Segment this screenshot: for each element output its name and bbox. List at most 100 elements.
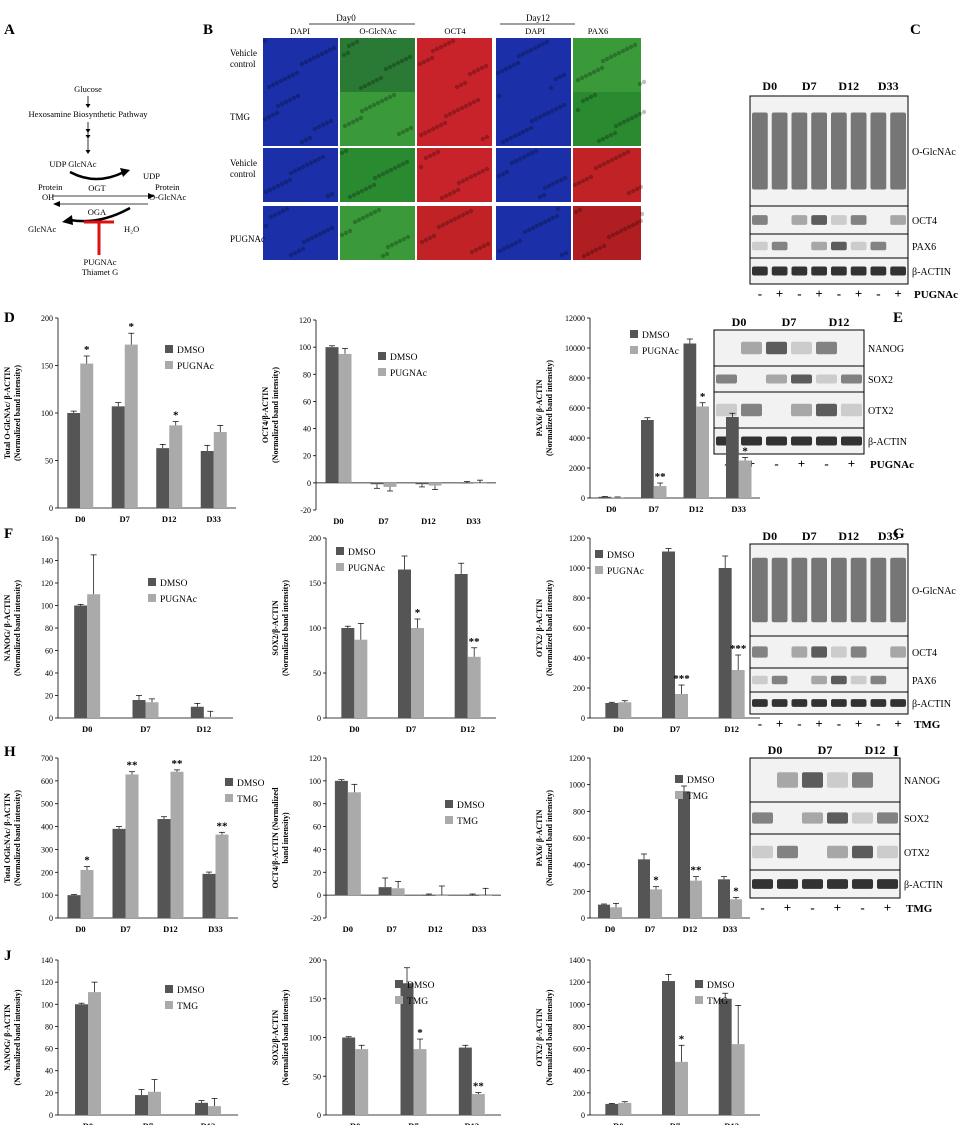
significance-marker: ** xyxy=(469,636,481,648)
cell-texture xyxy=(447,191,453,197)
blot-band xyxy=(771,675,788,685)
x-tick-label: D12 xyxy=(162,514,177,524)
cell-texture xyxy=(276,210,282,216)
bar-dmso xyxy=(683,343,697,498)
cell-texture xyxy=(339,232,345,238)
y-axis-label: band intensity) xyxy=(281,812,290,864)
blot-band xyxy=(816,374,837,384)
bar-dmso xyxy=(400,983,414,1115)
legend-swatch xyxy=(445,800,453,808)
cell-texture xyxy=(559,252,565,258)
blot-sign: - xyxy=(797,286,801,301)
blot-band xyxy=(752,266,768,276)
bar-tmg xyxy=(731,1044,745,1115)
y-axis-label: (Normalized band intensity) xyxy=(545,360,554,456)
blot-band xyxy=(741,403,762,417)
significance-marker: * xyxy=(415,607,421,619)
cell-texture xyxy=(385,244,391,250)
cell-texture xyxy=(596,138,602,144)
cell-texture xyxy=(641,79,647,85)
bar-tmg xyxy=(170,771,184,918)
y-tick-label: -20 xyxy=(300,506,311,515)
cell-texture xyxy=(291,95,297,101)
cell-texture xyxy=(626,224,632,230)
cell-texture xyxy=(467,101,473,107)
y-tick-label: 50 xyxy=(313,1072,321,1081)
blot-strip xyxy=(713,329,865,367)
cell-texture xyxy=(290,72,296,78)
x-tick-label: D7 xyxy=(670,1121,681,1125)
blot-sign: + xyxy=(815,286,822,301)
cell-texture xyxy=(614,230,620,236)
bar-pugnac xyxy=(87,594,101,718)
blot-band xyxy=(811,266,827,276)
cell-texture xyxy=(380,171,386,177)
cell-texture xyxy=(312,158,318,164)
cell-texture xyxy=(329,191,335,197)
blot-band-label: β-ACTIN xyxy=(868,437,907,448)
y-tick-label: 1000 xyxy=(569,781,585,790)
cell-texture xyxy=(403,56,409,62)
y-tick-label: 600 xyxy=(573,624,585,633)
blot-band xyxy=(831,557,847,623)
microscopy-cell xyxy=(417,38,492,92)
bar-dmso xyxy=(454,574,468,718)
cell-texture xyxy=(401,236,407,242)
bar-dmso xyxy=(202,873,216,918)
blot-band xyxy=(811,557,827,623)
cell-texture xyxy=(379,98,385,104)
blot-band xyxy=(752,646,768,658)
cell-texture xyxy=(459,105,465,111)
cell-texture xyxy=(358,85,364,91)
y-tick-label: 100 xyxy=(41,891,53,900)
cell-texture xyxy=(621,151,627,157)
cell-texture xyxy=(507,64,513,70)
cell-texture xyxy=(522,229,528,235)
cell-texture xyxy=(359,188,365,194)
cell-texture xyxy=(354,117,360,123)
cell-texture xyxy=(572,182,578,188)
bar-pugnac xyxy=(473,482,487,484)
blot-band xyxy=(831,266,847,276)
cell-texture xyxy=(375,100,381,106)
cell-texture xyxy=(639,211,645,217)
significance-marker: ** xyxy=(655,471,667,483)
blot-day-label: D12 xyxy=(838,529,859,543)
cell-texture xyxy=(442,120,448,126)
cell-texture xyxy=(317,231,323,237)
cell-texture xyxy=(288,252,294,258)
cell-texture xyxy=(371,102,377,108)
cell-texture xyxy=(263,223,269,229)
microscopy-row-label: Vehicle control xyxy=(230,158,257,179)
cell-texture xyxy=(597,163,603,169)
cell-texture xyxy=(548,85,554,91)
cell-texture xyxy=(421,59,427,65)
cell-texture xyxy=(485,241,491,247)
cell-texture xyxy=(513,240,519,246)
y-tick-label: -20 xyxy=(310,914,321,923)
blot-band xyxy=(811,699,827,707)
cell-texture xyxy=(604,134,610,140)
blot-band xyxy=(752,845,773,859)
cell-texture xyxy=(534,223,540,229)
hbp-label: Hexosamine Biosynthetic Pathway xyxy=(29,109,149,119)
y-tick-label: 0 xyxy=(317,714,321,723)
y-tick-label: 800 xyxy=(573,594,585,603)
microscopy-cell xyxy=(417,92,492,146)
cell-texture xyxy=(555,206,561,212)
cell-texture xyxy=(540,41,546,47)
bar-chart-h3: 0 200 400 600 800 1000 1200 PAX6/ β-ACTIN (Norma… xyxy=(535,754,750,934)
blot-band xyxy=(877,845,898,859)
x-tick-label: D0 xyxy=(343,924,353,934)
western-blot-i: D0 D7 D12 NANOG SOX2 OTX2 β-ACTIN - + - + - + TMG xyxy=(749,743,943,915)
y-axis-label: (Normalized band intensity) xyxy=(281,580,290,676)
cell-texture xyxy=(576,180,582,186)
legend-swatch xyxy=(336,563,344,571)
microscopy-cell xyxy=(263,92,338,146)
bar-pugnac xyxy=(618,702,632,718)
blot-band xyxy=(841,403,862,417)
blot-band xyxy=(791,374,812,384)
legend-label: PUGNAc xyxy=(607,567,644,577)
blot-day-label: D12 xyxy=(838,79,859,93)
cell-texture xyxy=(641,109,647,115)
